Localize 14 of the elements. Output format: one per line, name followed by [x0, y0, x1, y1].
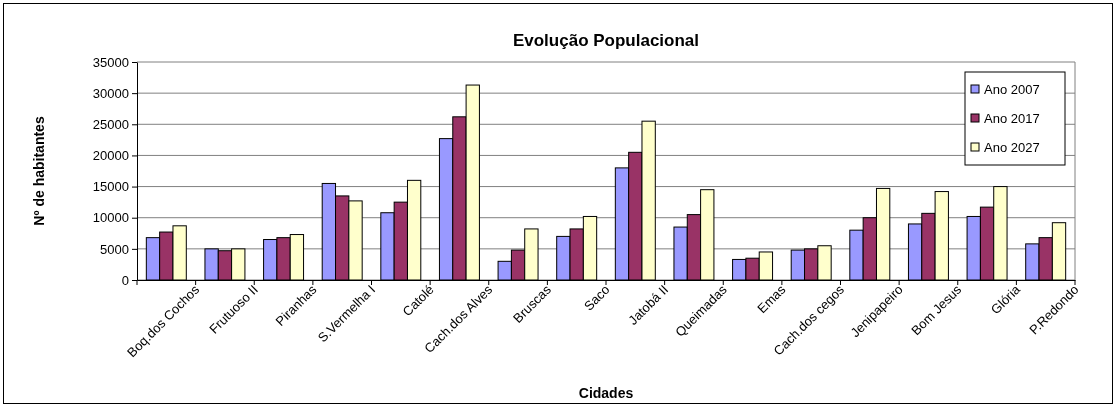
legend-label: Ano 2017 — [984, 111, 1040, 126]
y-tick-label: 0 — [121, 272, 129, 288]
y-tick-label: 10000 — [92, 210, 129, 226]
y-tick-label: 5000 — [100, 241, 129, 257]
y-tick-label: 20000 — [92, 148, 129, 164]
y-tick-label: 30000 — [92, 85, 129, 101]
y-tick-label: 15000 — [92, 179, 129, 195]
legend-label: Ano 2027 — [984, 140, 1040, 155]
y-tick-label: 35000 — [92, 54, 129, 70]
y-axis-title: Nº de habitantes — [31, 116, 47, 226]
legend-label: Ano 2007 — [984, 82, 1040, 97]
x-axis-title: Cidades — [578, 385, 634, 401]
chart-title: Evolução Populacional — [512, 31, 700, 50]
y-tick-label: 25000 — [92, 116, 129, 132]
